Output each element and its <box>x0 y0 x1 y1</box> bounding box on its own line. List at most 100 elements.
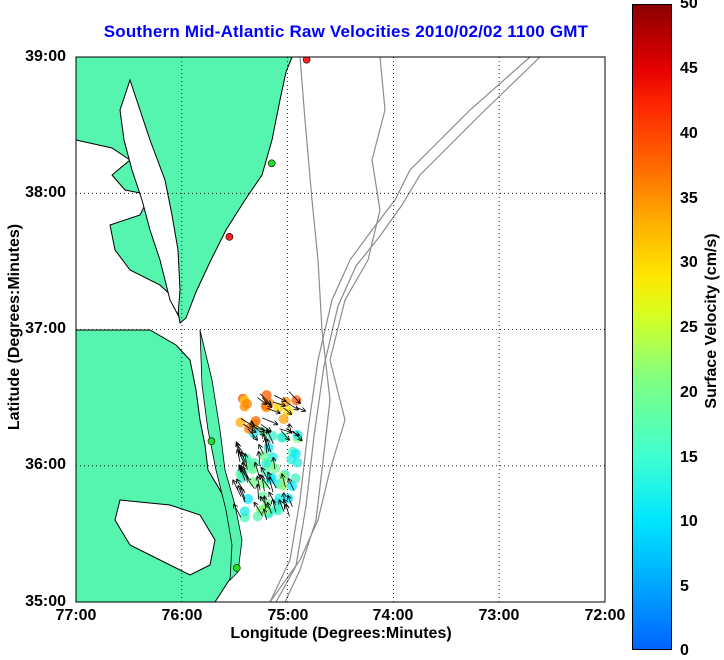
colorbar-tick: 25 <box>680 319 698 336</box>
velocity-vector <box>289 424 291 435</box>
velocity-vector <box>283 400 298 410</box>
velocity-cell <box>259 450 270 461</box>
land-delmarva-maryland <box>76 57 293 324</box>
colorbar <box>632 4 672 650</box>
velocity-vector <box>284 499 290 509</box>
velocity-vector <box>259 445 264 455</box>
x-tick: 73:00 <box>478 607 520 624</box>
velocity-vector <box>254 503 264 517</box>
colorbar-tick: 35 <box>680 190 698 207</box>
chesapeake-bay <box>119 78 181 317</box>
bathymetry-contour <box>275 57 541 602</box>
velocity-vector <box>245 454 247 470</box>
bathymetry-contour <box>269 57 531 602</box>
velocity-vector <box>238 450 240 463</box>
velocity-vector <box>292 430 302 441</box>
velocity-vector <box>238 486 246 503</box>
velocity-vector <box>265 438 266 454</box>
velocity-vector <box>279 428 291 433</box>
y-axis-label: Latitude (Degrees:Minutes) <box>6 223 23 431</box>
velocity-vector <box>242 463 248 479</box>
colorbar-tick: 0 <box>680 642 689 659</box>
velocity-vector <box>279 500 285 512</box>
velocity-vector <box>255 463 260 477</box>
colorbar-tick: 30 <box>680 254 698 271</box>
velocity-cell <box>242 493 253 504</box>
velocity-vector <box>273 458 274 470</box>
colorbar-tick: 45 <box>680 60 698 77</box>
bathymetry-contour <box>284 57 331 602</box>
sound-water <box>114 499 216 576</box>
velocity-vector <box>243 423 256 432</box>
velocity-vector <box>240 418 254 426</box>
x-tick: 75:00 <box>267 607 309 624</box>
x-tick: 76:00 <box>161 607 203 624</box>
y-tick: 36:00 <box>25 456 66 473</box>
velocity-vector <box>264 509 267 520</box>
radar-site-marker <box>207 437 216 446</box>
velocity-vector <box>283 407 291 414</box>
velocity-vector <box>253 426 264 435</box>
velocity-vector <box>234 504 242 518</box>
velocity-cell <box>274 493 285 504</box>
velocity-vector <box>267 430 274 445</box>
radar-site-marker <box>302 57 311 64</box>
velocity-vector <box>241 452 246 463</box>
x-tick: 77:00 <box>55 607 97 624</box>
velocity-vector <box>269 493 276 506</box>
velocity-vector <box>273 500 277 513</box>
colorbar-tick: 20 <box>680 384 698 401</box>
velocity-vector <box>273 401 285 406</box>
radar-site-marker <box>225 233 234 241</box>
velocity-vector <box>288 496 293 507</box>
colorbar-tick: 50 <box>680 0 698 12</box>
y-tick: 35:00 <box>25 593 66 610</box>
velocity-cell <box>291 395 302 406</box>
velocity-cell <box>261 458 272 469</box>
x-tick: 72:00 <box>584 607 626 624</box>
velocity-vector <box>260 497 269 509</box>
velocity-vector <box>259 452 260 467</box>
colorbar-tick: 40 <box>680 125 698 142</box>
y-tick: 37:00 <box>25 320 66 337</box>
velocity-vector <box>280 430 289 439</box>
velocity-cell <box>235 417 246 428</box>
bathymetry-contour <box>269 57 386 602</box>
y-tick: 39:00 <box>25 48 66 65</box>
velocity-vector <box>258 485 259 500</box>
velocity-cell <box>277 480 288 491</box>
y-tick: 38:00 <box>25 184 66 201</box>
velocity-vector <box>288 391 300 403</box>
velocity-cell <box>278 413 289 424</box>
velocity-vector <box>286 505 290 517</box>
colorbar-tick: 5 <box>680 578 689 595</box>
velocity-vector <box>268 503 272 514</box>
velocity-cell <box>290 448 301 459</box>
velocity-vector <box>268 473 277 489</box>
velocity-vectors <box>233 390 305 523</box>
velocity-vector <box>295 406 305 411</box>
velocity-cell <box>276 432 287 443</box>
colorbar-tick: 10 <box>680 513 698 530</box>
velocity-cell <box>290 473 301 484</box>
velocity-vector <box>288 479 295 491</box>
velocity-vector <box>274 395 285 401</box>
velocity-vector <box>257 397 266 404</box>
velocity-vector <box>282 474 286 488</box>
velocity-vector <box>247 428 258 439</box>
radar-sites <box>207 57 311 572</box>
x-tick: 74:00 <box>372 607 414 624</box>
chart-title: Southern Mid-Atlantic Raw Velocities 201… <box>103 22 589 41</box>
velocity-vector <box>266 407 280 413</box>
outer-banks <box>199 329 243 582</box>
x-axis-label: Longitude (Degrees:Minutes) <box>230 625 452 642</box>
velocity-vector <box>247 478 255 489</box>
velocity-vector <box>261 468 269 481</box>
velocity-vector <box>237 444 246 457</box>
radar-site-marker <box>267 159 276 168</box>
velocity-cell <box>252 511 263 522</box>
radar-site-marker <box>233 564 241 572</box>
velocity-cell <box>292 429 303 440</box>
velocity-cell <box>271 504 282 515</box>
